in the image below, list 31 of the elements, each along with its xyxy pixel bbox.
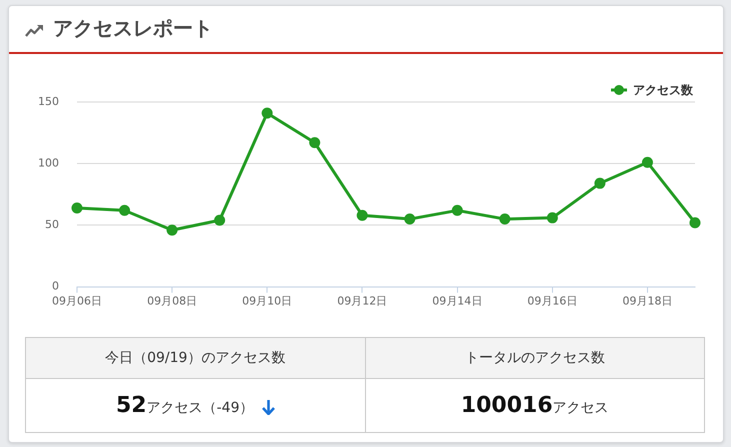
x-tick-label: 09月12日	[337, 294, 388, 308]
point	[690, 217, 700, 228]
x-tick-label: 09月14日	[432, 294, 482, 308]
x-tick-label: 09月06日	[52, 294, 102, 308]
point	[166, 224, 178, 236]
text: 今日（09/19）のアクセス数	[26, 338, 365, 378]
x-tick-label: 09月16日	[527, 294, 578, 308]
point	[309, 137, 320, 148]
text: 100016アクセス	[460, 393, 609, 418]
point	[404, 214, 416, 225]
point	[642, 156, 653, 168]
point	[546, 212, 558, 224]
x-tick-label: 09月10日	[242, 294, 292, 308]
text: 52アクセス（-49）	[116, 393, 254, 418]
point	[72, 202, 82, 214]
point	[214, 214, 226, 226]
y-tick-label: 150	[38, 94, 59, 108]
point	[119, 204, 130, 216]
x-tick-label: 09月08日	[147, 294, 198, 308]
legend-label: アクセス数	[633, 83, 694, 98]
y-tick-label: 0	[52, 280, 59, 293]
y-tick-label: 100	[38, 156, 59, 170]
text: トータルのアクセス数	[365, 338, 704, 378]
point	[499, 214, 510, 225]
y-tick-label: 50	[45, 218, 59, 232]
point	[262, 108, 273, 119]
point	[594, 178, 606, 189]
point	[356, 210, 368, 221]
point	[452, 204, 463, 216]
x-tick-label: 09月18日	[622, 294, 672, 308]
chart-title: アクセスレポート	[53, 15, 213, 41]
